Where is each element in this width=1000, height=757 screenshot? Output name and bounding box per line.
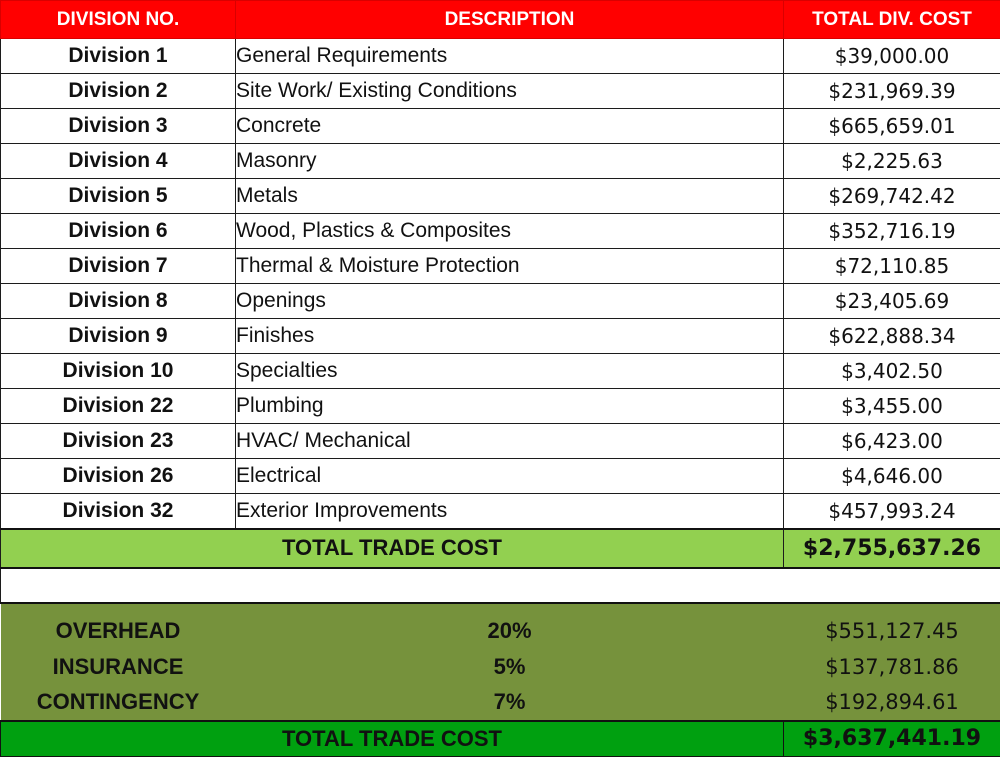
cost-cell[interactable]: $2,225.63 [784, 144, 1000, 179]
cost-cell[interactable]: $3,455.00 [784, 389, 1000, 424]
division-cell[interactable]: Division 23 [1, 424, 236, 459]
table-row: Division 3 Concrete $665,659.01 [1, 109, 1000, 144]
table-row: Division 1 General Requirements $39,000.… [1, 39, 1000, 74]
division-cell[interactable]: Division 8 [1, 284, 236, 319]
division-cell[interactable]: Division 22 [1, 389, 236, 424]
table-row: Division 2 Site Work/ Existing Condition… [1, 74, 1000, 109]
markup-label[interactable]: OVERHEAD [1, 603, 236, 649]
grand-total-label[interactable]: TOTAL TRADE COST [1, 721, 784, 757]
subtotal-row: TOTAL TRADE COST $2,755,637.26 [1, 529, 1000, 568]
cost-cell[interactable]: $622,888.34 [784, 319, 1000, 354]
division-cell[interactable]: Division 2 [1, 74, 236, 109]
markup-amount[interactable]: $192,894.61 [784, 685, 1000, 721]
cost-cell[interactable]: $72,110.85 [784, 249, 1000, 284]
markup-percent[interactable]: 7% [236, 685, 784, 721]
description-cell[interactable]: Concrete [236, 109, 784, 144]
division-cell[interactable]: Division 6 [1, 214, 236, 249]
table-row: Division 6 Wood, Plastics & Composites $… [1, 214, 1000, 249]
description-cell[interactable]: Openings [236, 284, 784, 319]
empty-cell[interactable] [1, 568, 1000, 603]
grand-total-row: TOTAL TRADE COST $3,637,441.19 [1, 721, 1000, 757]
division-cell[interactable]: Division 10 [1, 354, 236, 389]
description-cell[interactable]: Specialties [236, 354, 784, 389]
cost-cell[interactable]: $23,405.69 [784, 284, 1000, 319]
cost-cell[interactable]: $665,659.01 [784, 109, 1000, 144]
division-cell[interactable]: Division 7 [1, 249, 236, 284]
cost-cell[interactable]: $231,969.39 [784, 74, 1000, 109]
table-row: Division 4 Masonry $2,225.63 [1, 144, 1000, 179]
cost-cell[interactable]: $3,402.50 [784, 354, 1000, 389]
table-row: Division 7 Thermal & Moisture Protection… [1, 249, 1000, 284]
header-division-no[interactable]: DIVISION NO. [1, 1, 236, 39]
table-row: Division 5 Metals $269,742.42 [1, 179, 1000, 214]
description-cell[interactable]: General Requirements [236, 39, 784, 74]
division-cell[interactable]: Division 4 [1, 144, 236, 179]
markup-row: OVERHEAD 20% $551,127.45 [1, 603, 1000, 649]
division-cell[interactable]: Division 26 [1, 459, 236, 494]
table-row: Division 26 Electrical $4,646.00 [1, 459, 1000, 494]
division-cell[interactable]: Division 5 [1, 179, 236, 214]
table-row: Division 10 Specialties $3,402.50 [1, 354, 1000, 389]
table-row: Division 23 HVAC/ Mechanical $6,423.00 [1, 424, 1000, 459]
markup-row: INSURANCE 5% $137,781.86 [1, 649, 1000, 685]
markup-percent[interactable]: 5% [236, 649, 784, 685]
division-cell[interactable]: Division 32 [1, 494, 236, 529]
header-total-div-cost[interactable]: TOTAL DIV. COST [784, 1, 1000, 39]
cost-cell[interactable]: $352,716.19 [784, 214, 1000, 249]
cost-cell[interactable]: $457,993.24 [784, 494, 1000, 529]
cost-cell[interactable]: $4,646.00 [784, 459, 1000, 494]
table-row: Division 8 Openings $23,405.69 [1, 284, 1000, 319]
table-row: Division 32 Exterior Improvements $457,9… [1, 494, 1000, 529]
cost-cell[interactable]: $6,423.00 [784, 424, 1000, 459]
markup-label[interactable]: CONTINGENCY [1, 685, 236, 721]
table-row: Division 22 Plumbing $3,455.00 [1, 389, 1000, 424]
cost-cell[interactable]: $269,742.42 [784, 179, 1000, 214]
header-row: DIVISION NO. DESCRIPTION TOTAL DIV. COST [1, 1, 1000, 39]
table-row: Division 9 Finishes $622,888.34 [1, 319, 1000, 354]
markup-label[interactable]: INSURANCE [1, 649, 236, 685]
division-cell[interactable]: Division 9 [1, 319, 236, 354]
cost-cell[interactable]: $39,000.00 [784, 39, 1000, 74]
description-cell[interactable]: Site Work/ Existing Conditions [236, 74, 784, 109]
division-cell[interactable]: Division 3 [1, 109, 236, 144]
description-cell[interactable]: Thermal & Moisture Protection [236, 249, 784, 284]
grand-total-amount[interactable]: $3,637,441.19 [784, 721, 1000, 757]
markup-amount[interactable]: $551,127.45 [784, 603, 1000, 649]
header-description[interactable]: DESCRIPTION [236, 1, 784, 39]
description-cell[interactable]: Finishes [236, 319, 784, 354]
description-cell[interactable]: Electrical [236, 459, 784, 494]
markup-row: CONTINGENCY 7% $192,894.61 [1, 685, 1000, 721]
division-cell[interactable]: Division 1 [1, 39, 236, 74]
description-cell[interactable]: Plumbing [236, 389, 784, 424]
subtotal-amount[interactable]: $2,755,637.26 [784, 529, 1000, 568]
description-cell[interactable]: Masonry [236, 144, 784, 179]
markup-amount[interactable]: $137,781.86 [784, 649, 1000, 685]
description-cell[interactable]: Metals [236, 179, 784, 214]
subtotal-label[interactable]: TOTAL TRADE COST [1, 529, 784, 568]
description-cell[interactable]: HVAC/ Mechanical [236, 424, 784, 459]
empty-row [1, 568, 1000, 603]
description-cell[interactable]: Wood, Plastics & Composites [236, 214, 784, 249]
markup-percent[interactable]: 20% [236, 603, 784, 649]
description-cell[interactable]: Exterior Improvements [236, 494, 784, 529]
